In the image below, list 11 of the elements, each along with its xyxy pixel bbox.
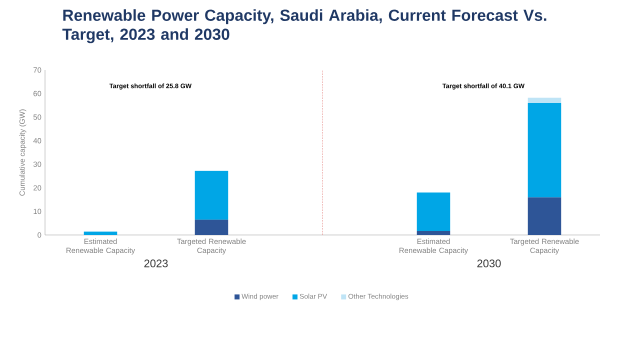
bar [416, 230, 450, 235]
bar [84, 232, 118, 235]
bar [416, 192, 450, 231]
bar [194, 220, 228, 235]
bar [528, 98, 562, 103]
bar [528, 102, 562, 198]
bar [528, 197, 562, 235]
chart-title: Renewable Power Capacity, Saudi Arabia, Current Forecast Vs. Target, 2023 and 2030 [62, 9, 546, 44]
text: 2030 [477, 260, 501, 268]
text: 2023 [144, 260, 168, 268]
bar [194, 170, 228, 220]
